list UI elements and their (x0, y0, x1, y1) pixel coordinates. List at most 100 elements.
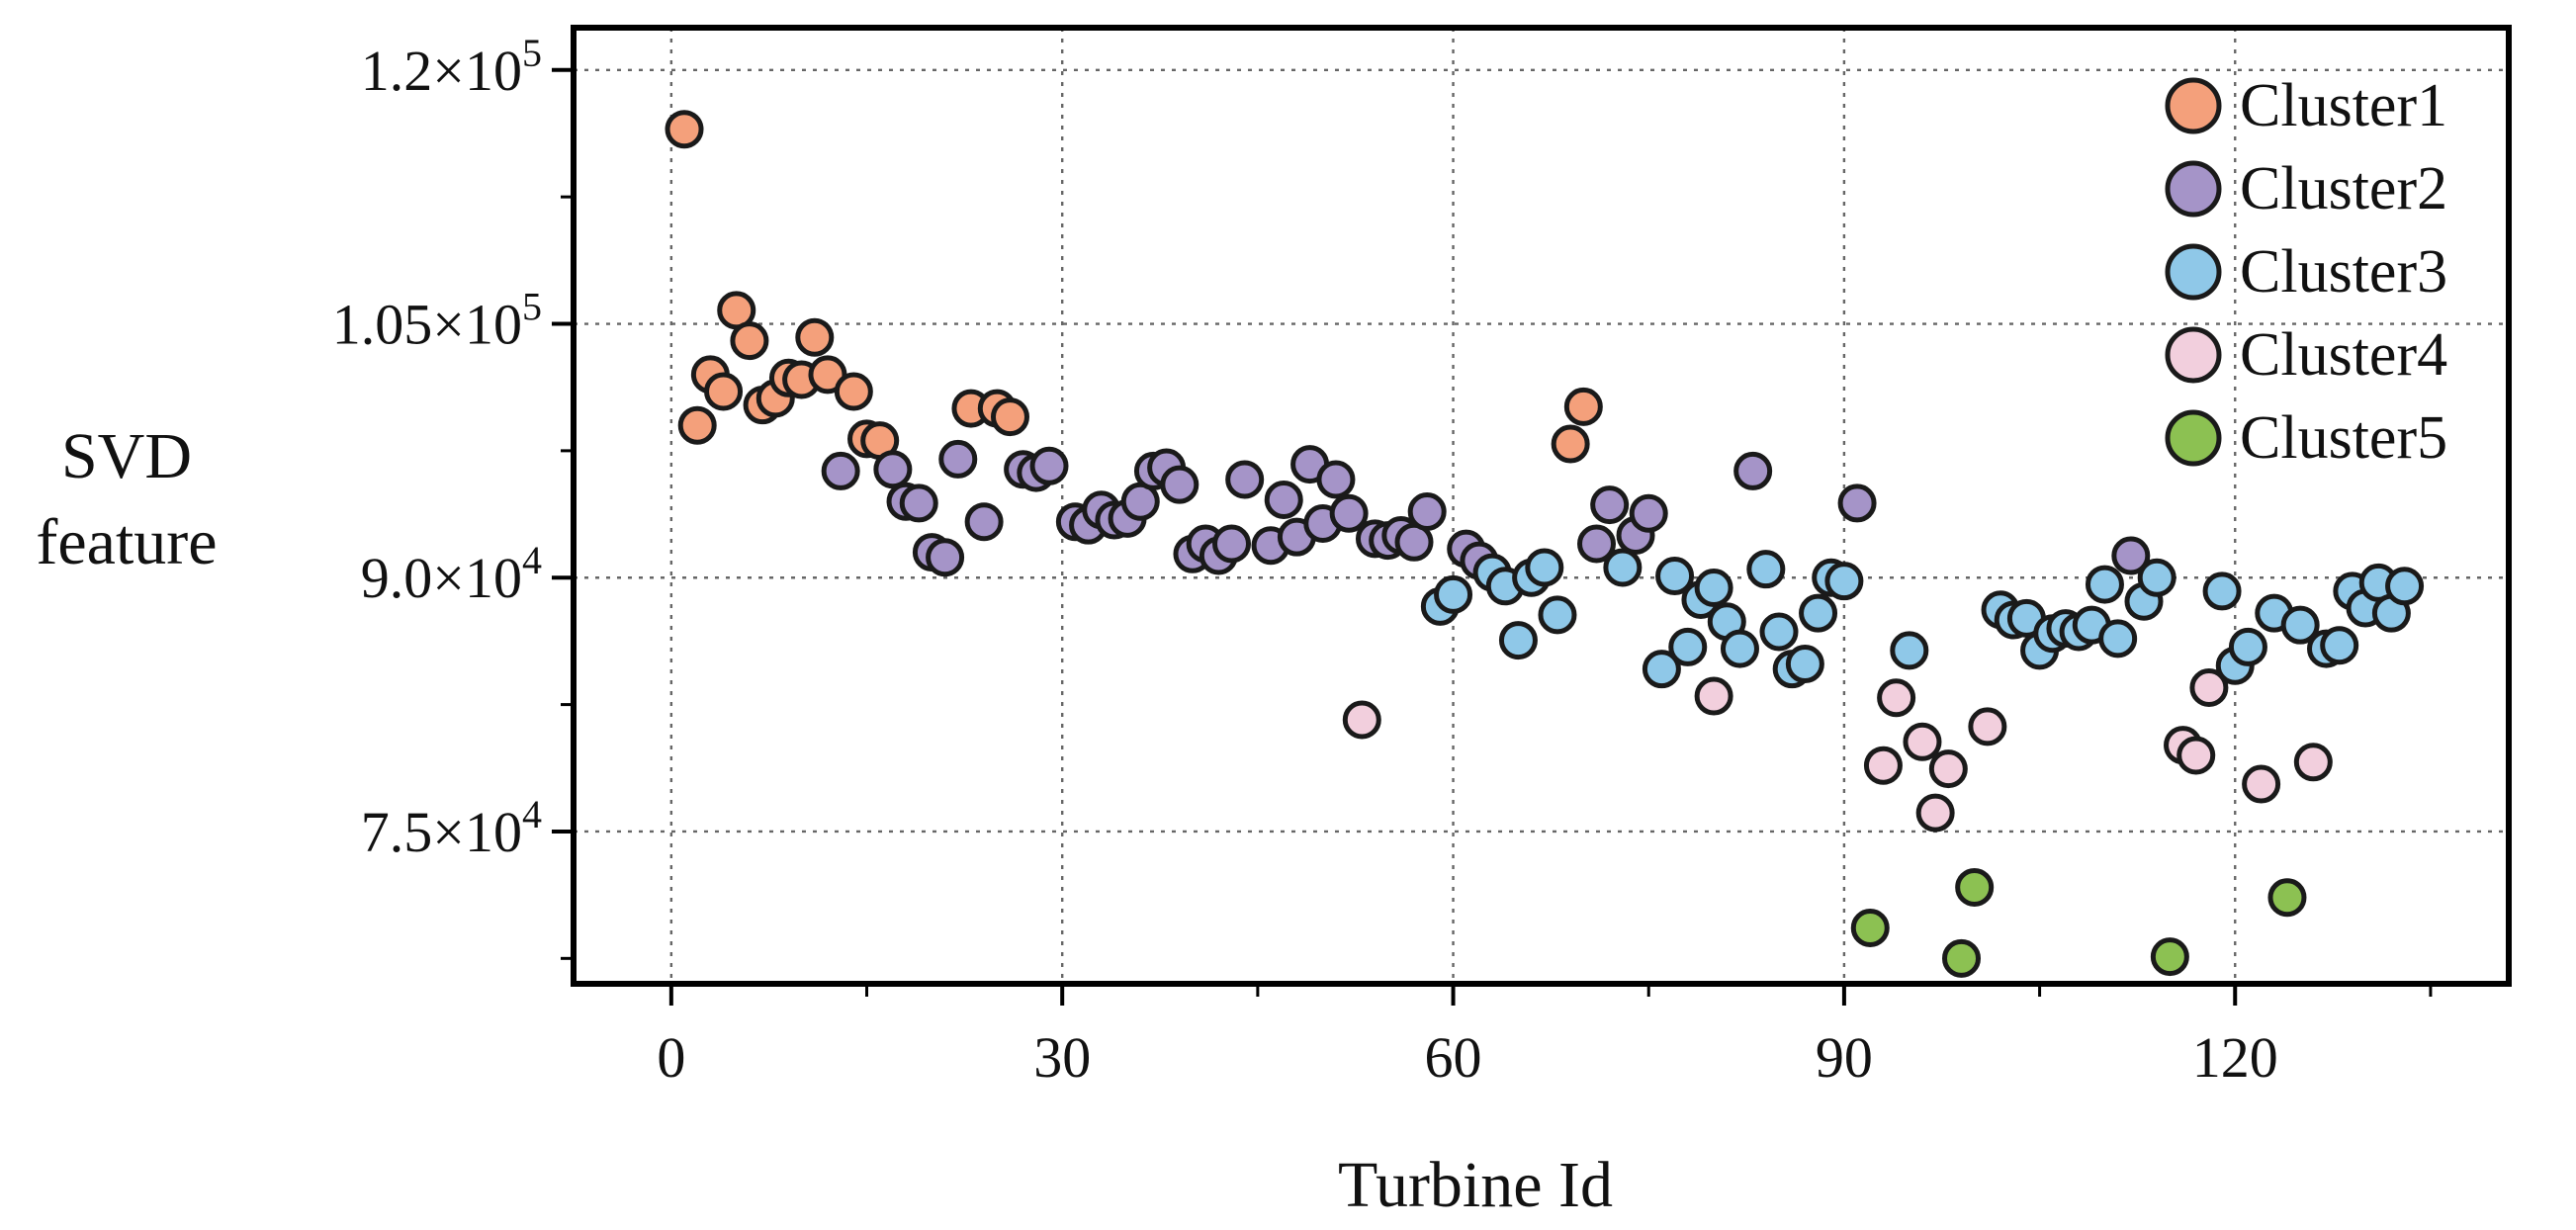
data-point-cluster1 (795, 317, 835, 357)
data-point-cluster4 (1915, 793, 1955, 833)
legend-marker-cluster3 (2165, 243, 2222, 301)
data-point-cluster2 (2111, 536, 2151, 575)
data-point-cluster2 (1029, 446, 1069, 485)
data-point-cluster1 (704, 372, 744, 411)
data-point-cluster3 (2098, 619, 2138, 659)
data-point-cluster2 (899, 483, 938, 523)
data-point-cluster2 (1316, 460, 1356, 499)
y-tick-label: 1.05×105 (332, 285, 542, 357)
data-point-cluster3 (1642, 650, 1681, 689)
data-point-cluster1 (990, 397, 1029, 437)
data-point-cluster5 (2150, 937, 2189, 977)
data-point-cluster4 (1928, 749, 1968, 789)
data-point-cluster2 (964, 502, 1004, 542)
legend-marker-cluster4 (2165, 326, 2222, 384)
y-tick-label: 1.2×105 (361, 31, 542, 103)
data-point-cluster3 (1603, 548, 1643, 587)
grid-layer (574, 28, 2509, 984)
data-point-cluster3 (1434, 574, 1473, 614)
y-axis-title-line1: SVD (61, 420, 192, 492)
legend-label-cluster4: Cluster4 (2240, 321, 2447, 389)
data-point-cluster2 (1160, 465, 1199, 504)
data-point-cluster3 (1759, 612, 1799, 652)
data-point-cluster2 (1329, 493, 1369, 533)
data-point-cluster2 (1837, 483, 1877, 523)
data-point-cluster3 (2320, 626, 2359, 665)
data-point-cluster2 (1212, 524, 1252, 564)
data-point-cluster5 (1955, 867, 1995, 907)
legend-marker-cluster5 (2165, 409, 2222, 467)
data-point-cluster3 (1890, 631, 1929, 670)
y-axis-title-line2: feature (36, 506, 217, 578)
data-point-cluster3 (2280, 605, 2320, 645)
data-point-cluster3 (1720, 629, 1759, 668)
data-point-cluster4 (1877, 678, 1916, 718)
data-point-cluster3 (2202, 571, 2242, 611)
data-point-cluster3 (1668, 627, 1708, 666)
data-point-cluster2 (938, 439, 978, 479)
ticks-layer (552, 67, 2433, 1006)
legend-marker-cluster2 (2165, 160, 2222, 218)
data-point-cluster3 (1746, 550, 1786, 589)
x-axis-title: Turbine Id (1338, 1149, 1613, 1221)
data-point-cluster1 (1551, 424, 1590, 464)
data-point-cluster3 (1785, 645, 1824, 684)
data-point-cluster2 (1733, 451, 1773, 490)
x-tick-label: 120 (2192, 1025, 2278, 1090)
legend-marker-cluster1 (2165, 77, 2222, 134)
y-tick-label: 9.0×104 (361, 538, 542, 610)
data-point-cluster3 (1824, 562, 1864, 601)
data-point-cluster3 (2228, 627, 2267, 666)
data-point-cluster3 (1694, 569, 1733, 608)
data-point-cluster2 (1590, 485, 1630, 525)
data-point-cluster3 (1655, 557, 1695, 596)
data-point-cluster4 (1968, 707, 2007, 747)
data-point-cluster4 (2242, 764, 2281, 804)
data-point-cluster4 (2189, 667, 2229, 707)
data-point-cluster2 (1407, 491, 1447, 531)
data-point-cluster3 (2385, 567, 2425, 606)
labels-layer: 0 30 60 90 120 7.5×104 9.0×104 1.05×105 1.2×105 (332, 31, 2278, 1090)
data-point-cluster5 (2267, 878, 2307, 918)
x-tick-label: 30 (1033, 1025, 1091, 1090)
legend-label-cluster1: Cluster1 (2240, 72, 2447, 139)
y-tick-label: 7.5×104 (361, 792, 542, 864)
data-point-cluster3 (2137, 558, 2176, 597)
data-point-cluster2 (1629, 493, 1668, 533)
data-point-cluster4 (1903, 722, 1942, 761)
legend-label-cluster2: Cluster2 (2240, 155, 2447, 222)
data-point-cluster4 (1863, 746, 1903, 785)
x-tick-label: 60 (1425, 1025, 1482, 1090)
data-point-cluster1 (665, 110, 704, 149)
data-point-cluster1 (1563, 387, 1603, 426)
legend: Cluster1 Cluster2 Cluster3 Cluster4 Cluster5 (2165, 72, 2447, 472)
data-point-cluster3 (2085, 565, 2124, 604)
data-point-cluster1 (677, 405, 717, 445)
data-point-cluster3 (1525, 548, 1564, 587)
data-point-cluster4 (2176, 736, 2216, 775)
data-point-cluster2 (821, 451, 860, 490)
data-point-cluster1 (808, 355, 847, 395)
data-point-cluster1 (730, 321, 769, 361)
data-point-cluster4 (1694, 676, 1733, 716)
data-point-cluster5 (1942, 938, 1982, 978)
data-point-cluster1 (834, 372, 873, 411)
data-point-cluster4 (2293, 743, 2333, 782)
legend-label-cluster5: Cluster5 (2240, 404, 2447, 472)
legend-label-cluster3: Cluster3 (2240, 238, 2447, 306)
x-tick-label: 0 (657, 1025, 685, 1090)
data-point-cluster2 (1577, 524, 1617, 564)
data-point-cluster3 (1498, 621, 1538, 660)
data-point-cluster3 (1799, 593, 1838, 633)
points-layer (665, 110, 2425, 978)
x-tick-label: 90 (1816, 1025, 1873, 1090)
data-point-cluster2 (1225, 460, 1265, 499)
data-point-cluster3 (1538, 595, 1577, 635)
plot-frame (571, 25, 2512, 987)
data-point-cluster2 (873, 450, 913, 489)
data-point-cluster4 (1342, 700, 1381, 740)
data-point-cluster2 (1264, 481, 1303, 520)
data-point-cluster2 (926, 538, 965, 577)
data-point-cluster5 (1850, 909, 1890, 948)
